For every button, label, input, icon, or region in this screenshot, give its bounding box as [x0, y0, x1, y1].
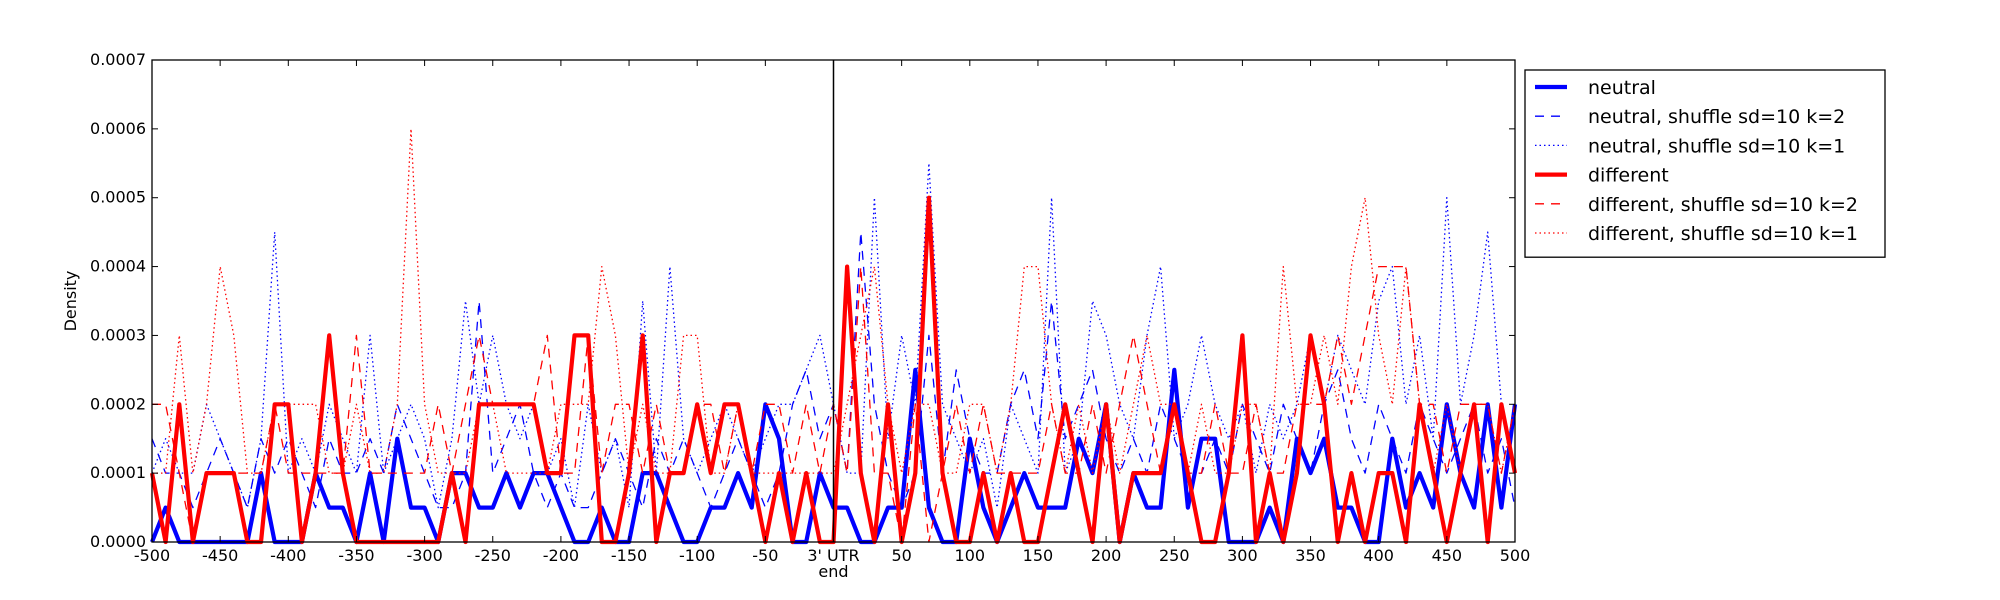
x-tick-label: -500: [134, 546, 170, 565]
y-tick-label: 0.0006: [90, 119, 146, 138]
legend-label: different: [1588, 165, 1669, 187]
y-tick-label: 0.0001: [90, 463, 146, 482]
y-tick-label: 0.0005: [90, 188, 146, 207]
x-tick-label: -300: [406, 546, 442, 565]
legend-label: neutral, shuffle sd=10 k=2: [1588, 106, 1845, 128]
legend-item: neutral, shuffle sd=10 k=1: [1535, 135, 1845, 157]
x-axis-sublabel: end: [818, 562, 848, 581]
y-axis: 0.0000 0.0001 0.0002 0.0003 0.0004 0.0005 0.00…: [90, 50, 1515, 551]
legend-label: neutral: [1588, 77, 1656, 99]
series-line-6: [152, 128, 1516, 474]
legend-label: different, shuffle sd=10 k=2: [1588, 194, 1858, 216]
y-tick-label: 0.0003: [90, 325, 146, 344]
legend-item: different, shuffle sd=10 k=2: [1535, 194, 1858, 216]
x-tick-label: -50: [752, 546, 778, 565]
x-tick-label: 3' UTR: [807, 546, 859, 565]
legend-item: different: [1535, 165, 1669, 187]
x-tick-label: 350: [1295, 546, 1326, 565]
y-axis-label: Density: [61, 271, 80, 332]
x-tick-label: -200: [543, 546, 579, 565]
x-tick-label: -450: [202, 546, 238, 565]
plot-area: -500 -450 -400 -350 -300 -250 -200 -150 -100 -50 3…: [61, 50, 1530, 581]
x-tick-label: -250: [475, 546, 511, 565]
legend-item: different, shuffle sd=10 k=1: [1535, 223, 1858, 245]
x-tick-label: 50: [891, 546, 911, 565]
x-tick-label: 400: [1363, 546, 1394, 565]
x-tick-label: 250: [1159, 546, 1190, 565]
x-tick-label: -350: [338, 546, 374, 565]
legend-label: neutral, shuffle sd=10 k=1: [1588, 135, 1845, 157]
x-axis: -500 -450 -400 -350 -300 -250 -200 -150 -100 -50 3…: [134, 60, 1530, 565]
x-tick-label: -150: [611, 546, 647, 565]
x-tick-label: -400: [270, 546, 306, 565]
y-tick-label: 0.0002: [90, 394, 146, 413]
y-tick-label: 0.0000: [90, 532, 146, 551]
x-tick-label: 300: [1227, 546, 1258, 565]
x-tick-label: 150: [1023, 546, 1054, 565]
x-tick-label: -100: [679, 546, 715, 565]
x-tick-label: 450: [1432, 546, 1463, 565]
x-tick-label: 200: [1091, 546, 1122, 565]
legend-box: [1524, 69, 1886, 258]
legend-item: neutral: [1535, 77, 1656, 99]
y-tick-label: 0.0004: [90, 257, 146, 276]
legend-item: neutral, shuffle sd=10 k=2: [1535, 106, 1845, 128]
y-tick-label: 0.0007: [90, 50, 146, 69]
x-tick-label: 100: [955, 546, 986, 565]
legend-label: different, shuffle sd=10 k=1: [1588, 223, 1858, 245]
legend: neutral neutral, shuffle sd=10 k=2 neutral…: [1524, 69, 1886, 258]
x-tick-label: 500: [1500, 546, 1531, 565]
